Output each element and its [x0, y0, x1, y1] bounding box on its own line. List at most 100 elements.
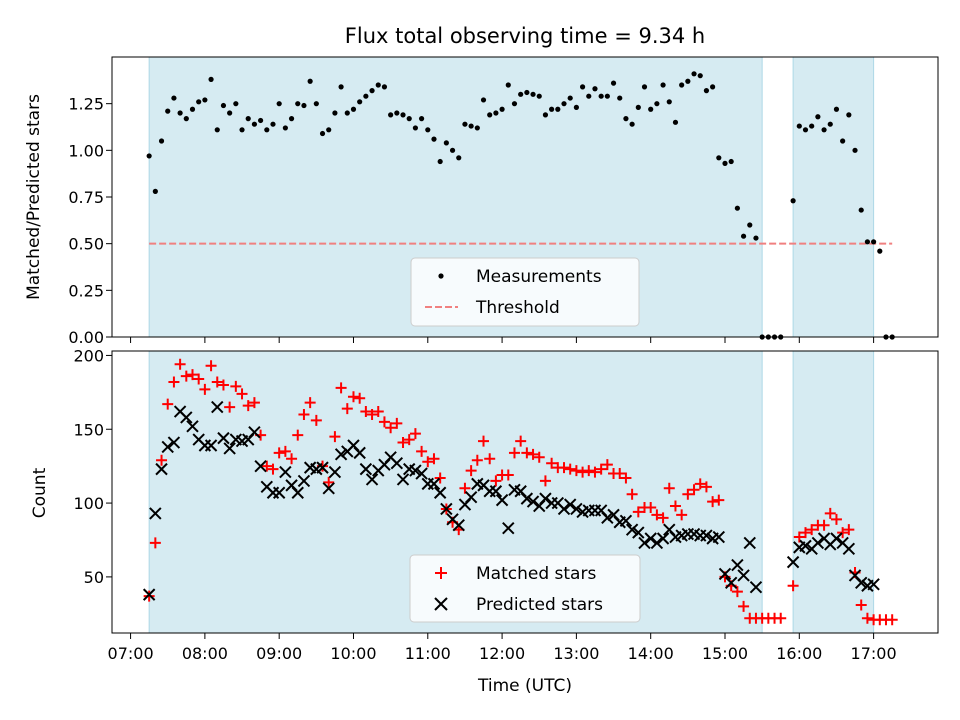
predicted-star-point	[811, 536, 825, 550]
x-tick-label: 16:00	[776, 644, 822, 663]
measurement-point	[747, 222, 753, 228]
predicted-star-point	[867, 578, 880, 591]
y-tick-label: 150	[73, 420, 104, 439]
x-tick-label: 17:00	[851, 644, 897, 663]
predicted-star-point	[570, 502, 583, 516]
matched-star-point	[378, 416, 390, 428]
measurement-point	[672, 119, 679, 125]
measurement-point	[295, 101, 301, 107]
predicted-star-point	[502, 521, 515, 535]
y-tick-label: 0.50	[68, 235, 104, 254]
measurement-point	[276, 101, 282, 107]
matched-star-point	[354, 392, 366, 404]
measurement-point	[146, 153, 152, 159]
measurement-point	[536, 93, 542, 99]
measurement-point	[208, 76, 214, 82]
matched-star-point	[298, 408, 310, 420]
legend-predicted-label: Predicted stars	[476, 595, 603, 615]
measurement-point	[877, 248, 883, 254]
matched-star-point	[508, 447, 520, 459]
predicted-star-point	[142, 588, 156, 601]
matched-star-point	[360, 406, 372, 418]
measurement-point	[363, 93, 369, 99]
measurement-point	[710, 84, 716, 90]
matched-star-point	[490, 475, 502, 487]
measurement-point	[573, 104, 579, 110]
matched-star-point	[577, 466, 589, 478]
x-tick-label: 10:00	[330, 644, 376, 663]
predicted-star-point	[495, 493, 509, 507]
matched-star-point	[416, 445, 428, 457]
matched-star-point	[347, 391, 359, 403]
measurement-point	[505, 82, 511, 88]
y-tick-label: 1.00	[68, 141, 104, 160]
top-axes-frame	[111, 56, 939, 338]
bottom-axes-frame	[111, 350, 939, 634]
measurement-point	[313, 101, 319, 107]
predicted-star-point	[656, 532, 670, 545]
bottom-legend: Matched stars Predicted stars	[409, 554, 641, 623]
x-tick-label: 07:00	[108, 644, 154, 663]
predicted-star-point	[365, 473, 379, 486]
matched-star-point	[292, 429, 304, 441]
matched-star-point	[886, 614, 898, 626]
measurement-point	[183, 116, 189, 122]
matched-star-point	[527, 448, 539, 460]
matched-star-point	[267, 463, 279, 475]
measurement-point	[301, 102, 307, 109]
predicted-star-point	[644, 532, 657, 545]
measurement-point	[338, 84, 344, 90]
predicted-star-point	[830, 532, 843, 545]
predicted-star-point	[359, 462, 373, 476]
measurement-point	[177, 110, 183, 116]
predicted-star-point	[526, 495, 540, 508]
legend-threshold-label: Threshold	[475, 298, 560, 318]
x-tick-label: 11:00	[405, 644, 451, 663]
matched-star-point	[341, 403, 353, 415]
measurement-point	[319, 130, 326, 137]
matched-star-point	[335, 382, 347, 394]
measurement-point	[165, 108, 171, 114]
top-legend: Measurements Threshold	[410, 257, 640, 327]
matched-star-point	[632, 506, 644, 518]
matched-star-point	[700, 481, 712, 493]
measurement-point	[381, 84, 388, 90]
measurement-point	[357, 99, 363, 105]
predicted-star-point	[291, 486, 304, 499]
x-axis-label: Time (UTC)	[477, 676, 572, 696]
predicted-star-point	[248, 425, 261, 439]
predicted-star-point	[322, 482, 335, 495]
measurement-point	[579, 84, 586, 90]
matched-star-point	[465, 465, 477, 477]
measurement-point	[282, 125, 288, 131]
measurement-point	[326, 127, 332, 133]
measurement-point	[524, 89, 530, 96]
predicted-star-point	[353, 446, 366, 460]
matched-star-point	[830, 513, 842, 525]
measurement-point	[425, 127, 431, 133]
measurement-point	[251, 121, 258, 127]
predicted-star-point	[204, 439, 218, 452]
matched-star-point	[515, 435, 527, 447]
predicted-star-point	[334, 448, 348, 461]
matched-star-point	[199, 383, 211, 395]
measurement-point	[660, 82, 666, 88]
bottom-axis-ticks: 50 100 150 200 07:00 08:00 09:00 10:00 11:00 12:0…	[73, 346, 896, 663]
measurement-point	[809, 123, 815, 129]
matched-star-point	[614, 468, 626, 480]
matched-star-point	[211, 376, 223, 388]
measurement-point	[233, 101, 239, 107]
matched-star-point	[583, 465, 595, 477]
y-tick-label: 0.75	[68, 188, 104, 207]
predicted-star-point	[328, 465, 342, 479]
legend-matched-marker	[435, 567, 447, 579]
measurement-point	[821, 127, 827, 133]
matched-star-point	[242, 400, 254, 412]
y-tick-label: 0.25	[68, 281, 104, 300]
predicted-star-point	[632, 526, 645, 539]
predicted-star-point	[489, 485, 503, 498]
legend-measurement-marker	[438, 273, 444, 279]
measurement-point	[245, 116, 251, 122]
top-legend-box	[410, 257, 640, 327]
matched-star-point	[645, 502, 657, 514]
